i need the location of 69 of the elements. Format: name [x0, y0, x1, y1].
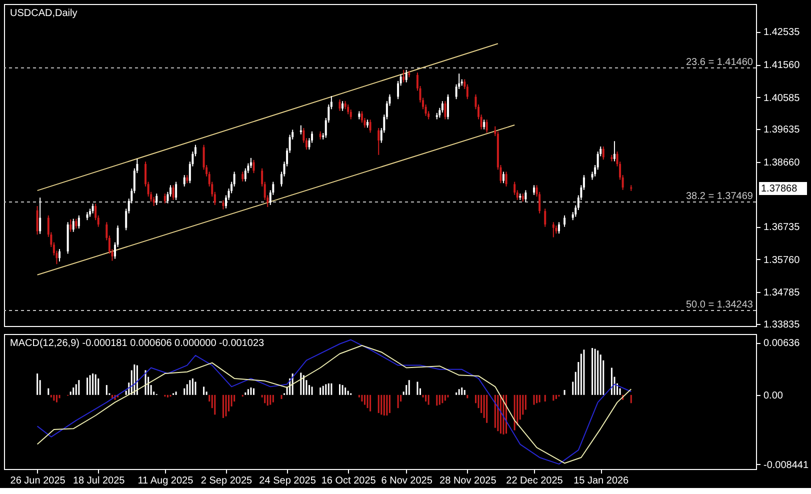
y-tick-label: 1.40585: [764, 92, 800, 104]
candlestick: [466, 84, 468, 100]
y-tick-label: 0.00636: [764, 338, 800, 350]
candlestick: [175, 181, 178, 200]
candlestick: [558, 222, 560, 234]
x-tick-label: 2 Sep 2025: [200, 476, 252, 486]
candlestick: [446, 94, 449, 120]
candlestick: [222, 200, 224, 210]
candlestick: [172, 184, 174, 200]
y-tick-label: 0.00: [764, 390, 784, 402]
ref-line-label: 38.2 = 1.37469: [686, 191, 754, 202]
candlestick: [533, 184, 536, 196]
y-tick-label: 1.41560: [764, 60, 800, 71]
x-tick-label: 11 Aug 2025: [138, 476, 194, 486]
y-tick-label: 1.42535: [764, 27, 800, 38]
candlestick: [342, 100, 344, 112]
candlestick: [164, 193, 166, 204]
candlestick: [444, 100, 446, 120]
candlestick: [544, 208, 546, 228]
ref-line-label: 23.6 = 1.41460: [686, 56, 754, 68]
candlestick: [244, 168, 246, 182]
candlestick: [242, 171, 244, 182]
candlestick: [338, 98, 341, 112]
candlestick: [486, 119, 488, 134]
x-tick-label: 15 Jan 2026: [574, 476, 630, 486]
candlestick: [300, 124, 302, 135]
ref-line-label: 50.0 = 1.34243: [686, 299, 754, 310]
candlestick: [441, 100, 444, 114]
y-tick-label: -0.008441: [764, 460, 809, 471]
candlestick: [58, 248, 60, 262]
x-tick-label: 24 Sep 2025: [259, 476, 316, 486]
chart-title: MACD(12,26,9) -0.000181 0.000606 0.000000 -0.001023: [10, 338, 265, 349]
candlestick: [369, 119, 372, 134]
candlestick: [252, 159, 255, 174]
y-tick-label: 1.33835: [764, 320, 800, 331]
candlestick: [92, 203, 94, 214]
y-tick-label: 1.38660: [764, 157, 800, 168]
candlestick: [405, 69, 408, 83]
candlestick: [36, 206, 38, 236]
candlestick: [72, 218, 74, 232]
x-tick-label: 18 Jul 2025: [72, 476, 126, 486]
y-tick-label: 1.39635: [764, 124, 800, 136]
candlestick: [402, 69, 405, 83]
x-tick-label: 16 Oct 2025: [321, 476, 376, 486]
candlestick: [524, 190, 527, 202]
candlestick: [70, 218, 72, 232]
candlestick: [75, 218, 78, 230]
candlestick: [602, 146, 604, 160]
x-tick-label: 22 Dec 2025: [506, 476, 564, 486]
text: 1.37868: [761, 184, 798, 195]
candlestick: [39, 197, 42, 234]
candlestick: [78, 214, 80, 230]
x-tick-label: 26 Jun 2025: [10, 476, 66, 486]
candlestick: [502, 171, 504, 184]
y-tick-label: 1.34785: [764, 288, 800, 299]
candlestick: [378, 128, 380, 156]
candlestick: [183, 174, 186, 188]
chart-title: USDCAD,Daily: [10, 8, 78, 19]
candlestick: [613, 140, 616, 162]
x-tick-label: 6 Nov 2025: [381, 476, 433, 486]
candlestick: [552, 222, 554, 238]
x-tick-label: 28 Nov 2025: [440, 476, 497, 486]
candlestick: [564, 214, 566, 228]
candlestick: [505, 171, 508, 188]
y-tick-label: 1.35760: [764, 254, 800, 266]
candlestick: [483, 119, 486, 130]
candlestick: [156, 193, 158, 206]
candlestick: [360, 110, 363, 124]
y-tick-label: 1.36735: [764, 222, 800, 234]
